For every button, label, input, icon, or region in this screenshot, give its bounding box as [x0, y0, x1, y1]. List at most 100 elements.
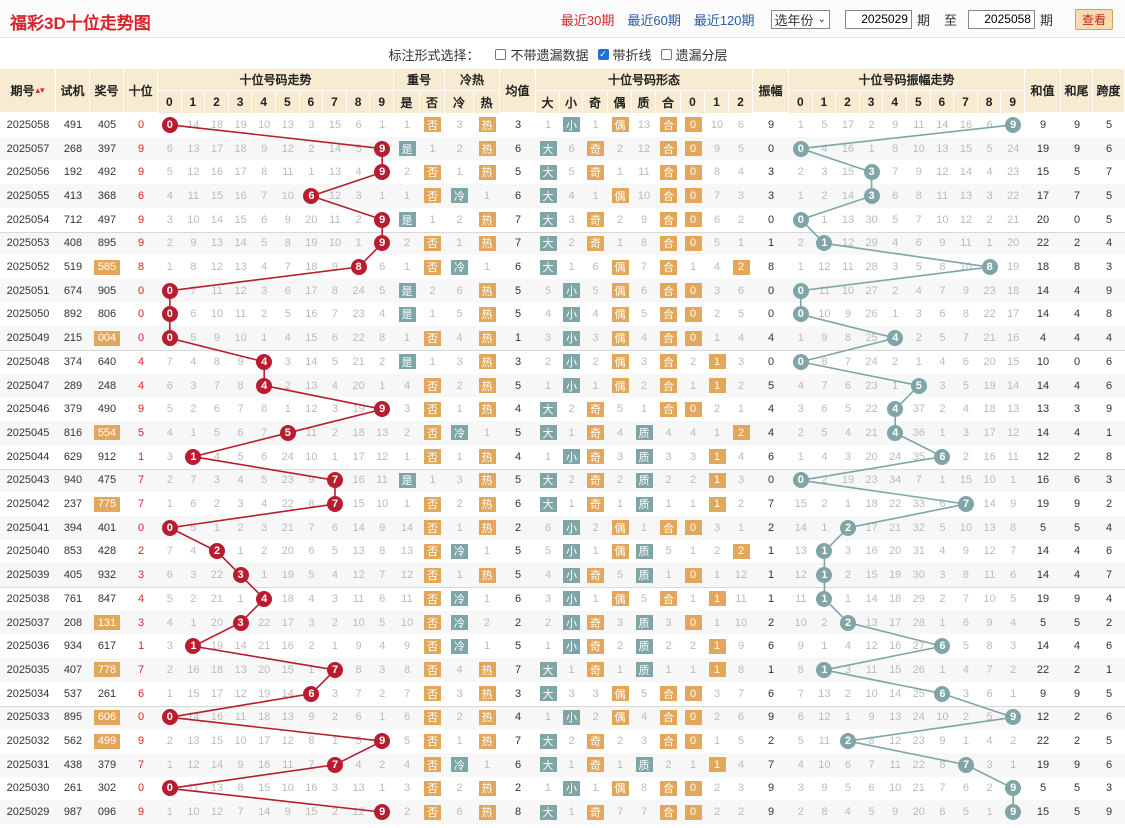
amp-ball: 9 — [1005, 780, 1022, 797]
checkbox-layered[interactable] — [660, 48, 672, 60]
trend-miss: 2 — [331, 616, 339, 629]
trend-miss: 8 — [261, 166, 268, 179]
bs-cell: 2 — [544, 616, 552, 629]
remainder-cell: 1 — [713, 735, 721, 748]
amp-miss: 11 — [889, 758, 901, 771]
span-cell: 6 — [1105, 379, 1113, 392]
amp-miss: 2 — [797, 166, 804, 179]
amp-miss: 10 — [936, 711, 949, 724]
pc-cell: 3 — [665, 450, 672, 463]
prize-highlight: 585 — [94, 259, 120, 275]
option-no-missing[interactable]: 不带遗漏数据 — [495, 45, 589, 64]
query-button[interactable]: 查看 — [1074, 8, 1113, 30]
amp-miss: 14 — [1007, 379, 1020, 392]
amp-miss: 32 — [912, 521, 925, 534]
amp-miss: 2 — [1010, 735, 1017, 748]
header-trend-digit: 8 — [346, 91, 371, 113]
amp-miss: 11 — [960, 237, 972, 250]
trend-miss: 9 — [308, 474, 315, 487]
tail-cell: 2 — [1073, 237, 1081, 250]
amp-miss: 1 — [797, 332, 804, 345]
amp-ball: 4 — [887, 401, 904, 418]
header-issue[interactable]: 期号 ▴▾ — [0, 69, 56, 113]
oe-tag: 偶 — [611, 543, 629, 559]
amp-miss: 13 — [1007, 403, 1020, 416]
amp-miss: 8 — [962, 308, 970, 321]
oe-tag: 偶 — [611, 188, 629, 204]
trend-miss: 20 — [352, 379, 365, 392]
remainder-cell: 4 — [737, 166, 745, 179]
avg-cell: 7 — [514, 237, 522, 250]
trial-cell: 289 — [63, 379, 83, 392]
oe-cell: 2 — [616, 640, 624, 653]
year-select[interactable]: 选年份 ⌄ — [770, 9, 830, 29]
tail-cell: 4 — [1073, 569, 1081, 582]
trend-miss: 10 — [328, 237, 342, 250]
trend-miss: 5 — [166, 166, 173, 179]
pc-cell: 合 — [656, 208, 681, 232]
rep-tag: 否 — [424, 780, 441, 796]
amp-cell: 9 — [767, 806, 775, 819]
remainder-tag: 0 — [684, 141, 702, 157]
trend-miss: 12 — [352, 569, 365, 582]
amp-miss: 16 — [983, 450, 996, 463]
bs-cell: 2 — [568, 474, 575, 487]
from-issue-input[interactable] — [844, 9, 912, 29]
rep-cell: 13 — [400, 545, 414, 558]
bs-cell: 3 — [544, 592, 552, 605]
trend-miss: 1 — [261, 332, 268, 345]
tens-cell: 6 — [137, 189, 145, 202]
bs-cell: 大 — [536, 729, 560, 753]
rep-tag: 否 — [424, 757, 441, 773]
period-60-link[interactable]: 最近60期 — [627, 12, 681, 28]
ch-cell: 4 — [456, 663, 463, 676]
sort-icon[interactable]: ▴▾ — [35, 85, 45, 95]
option-polyline[interactable]: ✓ 带折线 — [597, 45, 652, 64]
rep-cell: 1 — [403, 189, 411, 202]
ch-cell: 热 — [474, 374, 500, 398]
header-tail: 和尾 — [1061, 69, 1093, 113]
bs-cell: 1 — [544, 640, 552, 653]
trend-miss: 6 — [261, 450, 268, 463]
remainder-cell: 1 — [689, 261, 697, 274]
trial-cell: 895 — [63, 711, 83, 724]
span-cell: 8 — [1105, 450, 1113, 463]
trend-miss: 2 — [166, 237, 173, 250]
trend-miss: 10 — [187, 213, 200, 226]
trend-miss: 13 — [352, 782, 365, 795]
amp-cell: 0 — [767, 355, 775, 368]
sum-cell: 17 — [1036, 189, 1050, 202]
oe-tag: 奇 — [587, 733, 604, 749]
tail-cell: 5 — [1073, 782, 1081, 795]
prize-cell: 475 — [97, 474, 117, 487]
header-trend-digit: 1 — [181, 91, 206, 113]
prize-cell: 932 — [97, 569, 117, 582]
table-row — [0, 302, 1125, 327]
tail-cell: 9 — [1073, 142, 1081, 155]
trend-miss: 3 — [308, 616, 315, 629]
checkbox-polyline[interactable]: ✓ — [597, 48, 609, 60]
pc-tag: 合 — [660, 212, 677, 228]
to-issue-input[interactable] — [967, 9, 1035, 29]
remainder-cell: 1 — [705, 634, 729, 658]
period-30-link[interactable]: 最近30期 — [560, 12, 615, 28]
trend-miss: 16 — [352, 474, 365, 487]
amp-miss: 21 — [1007, 213, 1020, 226]
bs-cell: 小 — [560, 563, 583, 587]
trend-ball: 1 — [185, 448, 202, 465]
amp-miss: 15 — [889, 663, 902, 676]
tens-cell: 7 — [137, 498, 145, 511]
option-layered[interactable]: 遗漏分层 — [660, 45, 728, 64]
trend-ball: 9 — [374, 235, 391, 252]
trend-miss: 9 — [213, 332, 221, 345]
period-120-link[interactable]: 最近120期 — [693, 12, 755, 28]
amp-cell: 1 — [767, 592, 775, 605]
amp-miss: 4 — [844, 806, 852, 819]
avg-cell: 2 — [514, 782, 522, 795]
rep-cell: 1 — [429, 355, 436, 368]
amp-miss: 2 — [821, 474, 828, 487]
checkbox-no-missing[interactable] — [495, 48, 507, 60]
trend-miss: 21 — [352, 355, 365, 368]
ch-tag: 冷 — [451, 591, 468, 607]
prize-cell: 554 — [90, 421, 124, 445]
